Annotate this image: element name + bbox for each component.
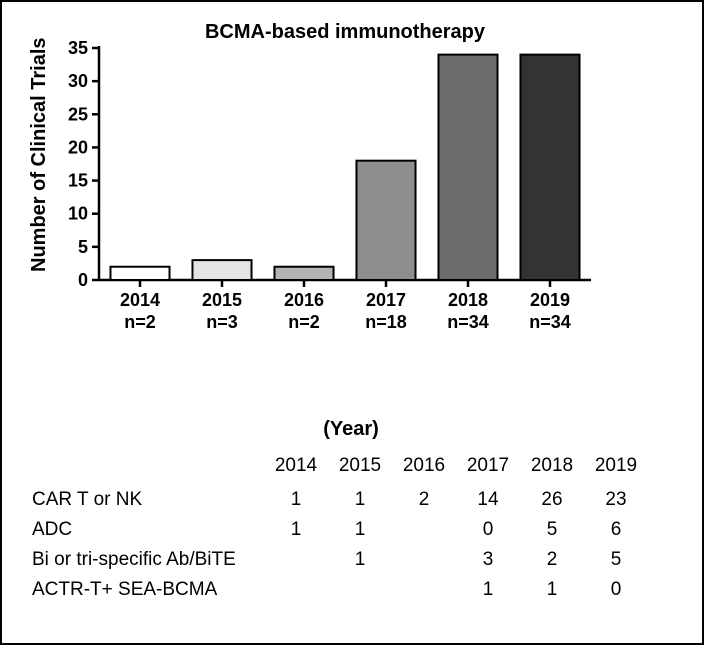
table-cell: 6 (584, 519, 648, 541)
row-label: CAR T or NK (32, 489, 264, 511)
svg-text:20: 20 (68, 137, 88, 157)
svg-text:n=34: n=34 (529, 312, 571, 332)
table-cell: 0 (456, 519, 520, 541)
svg-text:2017: 2017 (366, 290, 406, 310)
table-header-cell: 2014 (264, 455, 328, 477)
table-row: ADC 1 1 0 5 6 (32, 519, 680, 549)
table-cell: 23 (584, 489, 648, 511)
row-label: Bi or tri-specific Ab/BiTE (32, 549, 264, 571)
table-header-cell: 2018 (520, 455, 584, 477)
table-cell: 5 (520, 519, 584, 541)
table-header-cell: 2019 (584, 455, 648, 477)
table-cell: 1 (520, 579, 584, 601)
svg-text:2016: 2016 (284, 290, 324, 310)
figure-frame: Number of Clinical Trials BCMA-based imm… (0, 0, 704, 645)
table-cell: 1 (264, 489, 328, 511)
svg-text:BCMA-based immunotherapy: BCMA-based immunotherapy (205, 21, 486, 43)
svg-text:30: 30 (68, 71, 88, 91)
svg-text:10: 10 (68, 204, 88, 224)
y-axis-label: Number of Clinical Trials (24, 20, 51, 290)
table-cell: 14 (456, 489, 520, 511)
chart-area: Number of Clinical Trials BCMA-based imm… (24, 20, 680, 360)
svg-text:n=2: n=2 (124, 312, 156, 332)
svg-text:0: 0 (78, 270, 88, 290)
table-cell: 1 (328, 489, 392, 511)
data-table: 2014 2015 2016 2017 2018 2019 CAR T or N… (32, 455, 680, 609)
table-header-cell: 2015 (328, 455, 392, 477)
row-label: ADC (32, 519, 264, 541)
svg-text:2014: 2014 (120, 290, 160, 310)
table-row: Bi or tri-specific Ab/BiTE 1 3 2 5 (32, 549, 680, 579)
svg-text:25: 25 (68, 104, 88, 124)
x-axis-label: (Year) (136, 418, 566, 441)
svg-text:2015: 2015 (202, 290, 242, 310)
table-cell: 1 (456, 579, 520, 601)
table-cell: 2 (392, 489, 456, 511)
svg-text:n=2: n=2 (288, 312, 320, 332)
svg-text:5: 5 (78, 237, 88, 257)
table-header-row: 2014 2015 2016 2017 2018 2019 (32, 455, 680, 489)
table-cell: 1 (328, 549, 392, 571)
table-cell: 1 (264, 519, 328, 541)
table-row: ACTR-T+ SEA-BCMA 1 1 0 (32, 579, 680, 609)
svg-text:n=18: n=18 (365, 312, 407, 332)
svg-text:15: 15 (68, 171, 88, 191)
table-cell: 0 (584, 579, 648, 601)
svg-text:35: 35 (68, 38, 88, 58)
svg-text:2018: 2018 (448, 290, 488, 310)
table-cell: 26 (520, 489, 584, 511)
svg-text:2019: 2019 (530, 290, 570, 310)
table-header-cell: 2016 (392, 455, 456, 477)
table-cell: 1 (328, 519, 392, 541)
table-row: CAR T or NK 1 1 2 14 26 23 (32, 489, 680, 519)
table-cell: 2 (520, 549, 584, 571)
table-header-cell: 2017 (456, 455, 520, 477)
svg-text:n=34: n=34 (447, 312, 489, 332)
row-label: ACTR-T+ SEA-BCMA (32, 579, 264, 601)
table-cell: 5 (584, 549, 648, 571)
svg-text:n=3: n=3 (206, 312, 238, 332)
bar-chart: BCMA-based immunotherapy 0 5 10 15 20 25 30 35 20… (51, 20, 611, 360)
table-cell: 3 (456, 549, 520, 571)
